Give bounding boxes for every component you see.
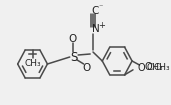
Text: S: S bbox=[70, 51, 77, 64]
Text: CH₃: CH₃ bbox=[147, 63, 163, 72]
Text: +: + bbox=[98, 20, 105, 30]
Text: O: O bbox=[68, 34, 77, 44]
Text: C: C bbox=[91, 6, 98, 16]
Text: N: N bbox=[92, 24, 100, 34]
Text: O: O bbox=[138, 63, 145, 73]
Text: CH₃: CH₃ bbox=[153, 62, 170, 72]
Text: CH₃: CH₃ bbox=[24, 59, 41, 68]
Text: O: O bbox=[82, 63, 91, 73]
Text: O: O bbox=[144, 62, 152, 72]
Text: ⁻: ⁻ bbox=[98, 3, 103, 12]
